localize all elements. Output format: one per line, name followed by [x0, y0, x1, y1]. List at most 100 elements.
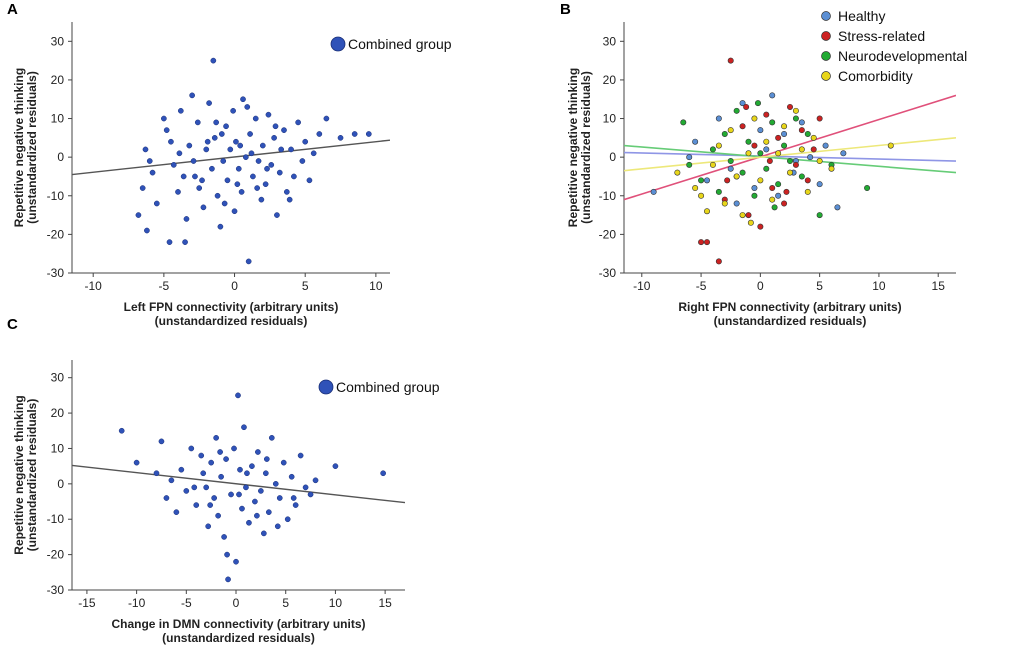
data-point	[206, 100, 212, 106]
data-point	[246, 519, 252, 526]
data-point	[276, 495, 283, 501]
data-point	[163, 495, 170, 501]
data-point	[264, 165, 270, 172]
data-point	[210, 57, 217, 64]
data-point-neurodevelopmental	[727, 158, 734, 165]
data-point	[207, 502, 214, 508]
data-point-healthy	[757, 127, 764, 134]
data-point	[239, 505, 245, 512]
data-point-comorbidity	[721, 200, 728, 207]
data-point-neurodevelopmental	[754, 100, 761, 107]
data-point	[177, 107, 184, 114]
data-point-comorbidity	[698, 192, 705, 199]
data-point	[139, 185, 146, 191]
y-tick-label: 30	[51, 34, 65, 48]
data-point	[144, 227, 150, 234]
data-point	[258, 196, 265, 203]
x-tick-label: 5	[816, 279, 823, 293]
data-point	[190, 158, 197, 164]
data-point	[291, 173, 297, 180]
data-point	[225, 576, 231, 583]
data-point	[281, 127, 287, 133]
data-point	[203, 146, 210, 153]
data-point	[260, 530, 267, 537]
data-point	[223, 456, 229, 462]
data-point-neurodevelopmental	[686, 161, 693, 168]
data-point	[196, 185, 203, 191]
y-tick-label: 30	[603, 34, 617, 48]
data-point	[146, 158, 153, 164]
data-point	[183, 488, 190, 494]
x-tick-label: 15	[932, 279, 946, 293]
data-point-comorbidity	[727, 127, 734, 134]
data-point	[214, 192, 221, 199]
data-point-neurodevelopmental	[733, 107, 740, 114]
panel-label: A	[7, 1, 18, 18]
data-point-neurodevelopmental	[739, 169, 746, 176]
data-point-neurodevelopmental	[771, 204, 778, 211]
data-point	[217, 449, 223, 455]
data-point-stress-related	[769, 185, 776, 192]
y-axis-label-line2: (unstandardized residuals)	[25, 399, 39, 552]
data-point-comorbidity	[674, 169, 681, 176]
x-tick-label: 0	[231, 279, 238, 293]
data-point-stress-related	[786, 103, 793, 110]
data-point	[243, 484, 249, 491]
data-point-comorbidity	[733, 173, 740, 180]
data-point	[135, 212, 142, 218]
data-point-comorbidity	[887, 142, 894, 149]
data-point	[200, 470, 207, 477]
y-axis-label-line2: (unstandardized residuals)	[25, 71, 39, 224]
data-point	[231, 445, 237, 452]
data-point-comorbidity	[781, 123, 788, 130]
data-point	[161, 115, 167, 122]
data-point-neurodevelopmental	[709, 146, 716, 153]
data-point-neurodevelopmental	[775, 181, 782, 188]
data-point	[170, 162, 177, 168]
data-point	[180, 173, 187, 180]
data-point	[288, 146, 294, 153]
data-point	[173, 509, 180, 516]
y-tick-label: -30	[47, 583, 65, 597]
y-tick-label: 20	[51, 406, 65, 420]
y-axis-label: Repetitive negative thinking	[12, 395, 26, 554]
data-point	[316, 131, 323, 137]
data-point	[323, 115, 330, 122]
y-tick-label: -20	[47, 548, 65, 562]
data-point	[233, 138, 239, 145]
data-point	[249, 463, 255, 470]
data-point-neurodevelopmental	[751, 192, 758, 199]
data-point	[235, 165, 242, 172]
data-point	[244, 470, 250, 477]
data-point-neurodevelopmental	[721, 130, 728, 137]
data-point	[227, 146, 234, 153]
legend-label: Combined group	[348, 36, 452, 52]
y-tick-label: 0	[57, 477, 64, 491]
data-point-healthy	[781, 130, 788, 137]
data-point-healthy	[834, 204, 841, 211]
legend-marker	[821, 71, 831, 81]
data-point	[284, 516, 291, 523]
data-point-healthy	[739, 100, 746, 107]
data-point	[118, 427, 125, 434]
data-point	[217, 223, 224, 230]
data-point	[211, 134, 218, 141]
data-point	[168, 477, 175, 484]
data-point-stress-related	[804, 177, 811, 184]
legend-label: Comorbidity	[838, 68, 913, 84]
data-point-comorbidity	[692, 185, 699, 192]
data-point-neurodevelopmental	[745, 138, 752, 145]
data-point	[302, 484, 309, 491]
data-point	[192, 173, 198, 180]
data-point-stress-related	[816, 115, 823, 122]
data-point	[213, 434, 219, 441]
data-point-comorbidity	[745, 150, 752, 157]
data-point	[236, 491, 242, 498]
y-axis-label-line2: (unstandardized residuals)	[579, 71, 593, 224]
data-point	[230, 107, 236, 114]
data-point	[252, 498, 258, 505]
data-point-neurodevelopmental	[816, 212, 823, 219]
data-point	[221, 200, 228, 207]
data-point-neurodevelopmental	[804, 130, 811, 137]
